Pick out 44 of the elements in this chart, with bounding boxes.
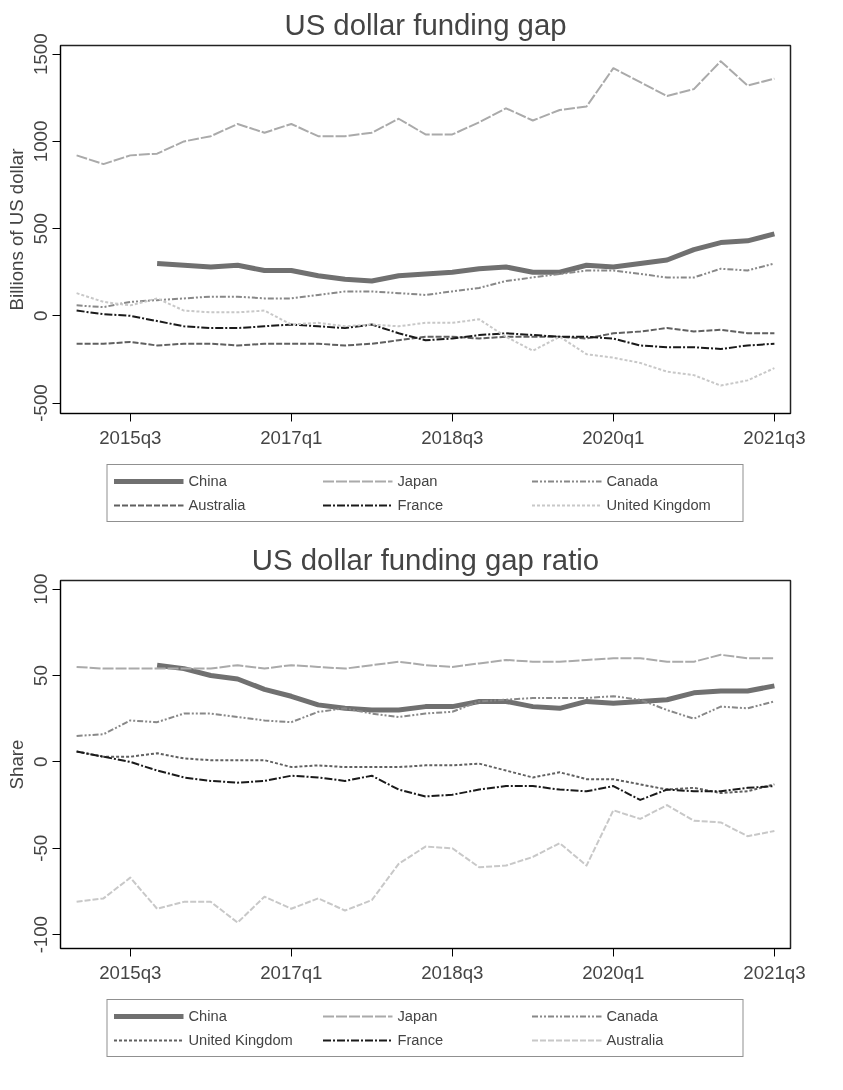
legend-label: France xyxy=(397,496,445,513)
x-tick-label: 2015q3 xyxy=(99,426,162,448)
x-tick-label: 2021q3 xyxy=(743,961,806,983)
y-tick-label: -500 xyxy=(30,384,52,422)
y-tick-label: 1000 xyxy=(30,120,52,163)
legend-label: Canada xyxy=(606,1007,659,1024)
y-axis-title: Share xyxy=(5,739,27,790)
legend-label: Japan xyxy=(397,472,439,489)
legend-label: China xyxy=(188,1007,228,1024)
y-axis-title: Billions of US dollar xyxy=(5,148,27,311)
line-series xyxy=(75,327,776,347)
legend-label: France xyxy=(397,1031,445,1048)
y-tick-label: 1500 xyxy=(30,33,52,75)
y-tick-label: 0 xyxy=(30,756,52,768)
y-tick-label: 0 xyxy=(30,310,52,322)
line-series xyxy=(75,653,776,670)
line-series xyxy=(75,309,776,350)
legend-label: Australia xyxy=(188,496,247,513)
line-series xyxy=(75,60,776,166)
legend-label: Canada xyxy=(606,472,659,489)
x-tick-label: 2021q3 xyxy=(743,426,806,448)
legend-label: Japan xyxy=(397,1007,439,1024)
line-series xyxy=(75,292,776,387)
x-tick-label: 2018q3 xyxy=(421,961,484,983)
y-tick-label: -50 xyxy=(30,834,52,862)
line-series xyxy=(75,695,776,737)
y-tick-label: -100 xyxy=(30,916,52,954)
x-tick-label: 2020q1 xyxy=(582,961,645,983)
chart-title: US dollar funding gap ratio xyxy=(251,542,600,576)
legend-label: United Kingdom xyxy=(188,1031,294,1048)
y-tick-label: 500 xyxy=(30,213,52,245)
line-series xyxy=(75,804,776,924)
y-tick-label: 100 xyxy=(30,573,52,605)
chart-title: US dollar funding gap xyxy=(284,7,567,41)
line-series xyxy=(75,262,776,309)
x-tick-label: 2017q1 xyxy=(260,961,323,983)
y-tick-label: 50 xyxy=(30,665,52,686)
x-tick-label: 2020q1 xyxy=(582,426,645,448)
x-tick-label: 2017q1 xyxy=(260,426,323,448)
legend-label: Australia xyxy=(606,1031,665,1048)
legend-label: United Kingdom xyxy=(606,496,712,513)
x-tick-label: 2015q3 xyxy=(99,961,162,983)
legend-label: China xyxy=(188,472,228,489)
x-tick-label: 2018q3 xyxy=(421,426,484,448)
